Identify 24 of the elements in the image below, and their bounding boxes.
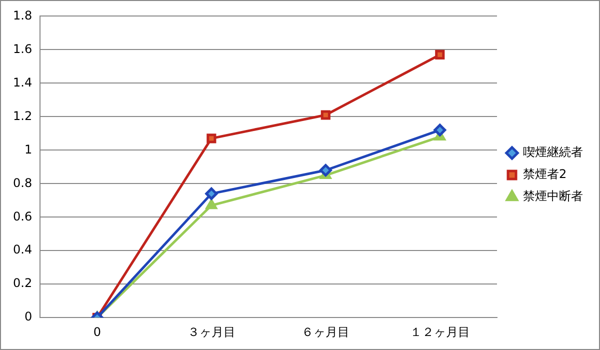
x-tick-label: 0: [93, 324, 102, 339]
y-tick-label: 1: [24, 142, 32, 156]
y-tick-label: 1.2: [12, 108, 32, 123]
y-tick-label: 0.2: [12, 276, 32, 290]
point: [206, 134, 216, 144]
point: [206, 199, 218, 210]
x-tick-label: ６ヶ月目: [302, 324, 350, 339]
legend-label: 禁煙中断者: [523, 189, 583, 204]
x-tick-label: １２ヶ月目: [410, 324, 470, 339]
y-tick-label: 0: [24, 310, 32, 324]
legend-label: 禁煙者2: [523, 167, 567, 182]
point: [435, 50, 445, 60]
y-tick-label: 1.8: [12, 8, 32, 22]
point: [434, 124, 446, 136]
point: [205, 187, 218, 200]
y-tick-label: 1.4: [12, 75, 32, 90]
y-tick-label: 0.6: [12, 209, 32, 224]
y-tick-label: 1.6: [12, 42, 32, 56]
point: [320, 110, 330, 120]
x-tick-label: ３ヶ月目: [187, 324, 236, 339]
y-tick-label: 0.4: [12, 242, 32, 257]
y-tick-label: 0.8: [12, 176, 32, 190]
legend-label: 喫煙継続者: [523, 145, 583, 160]
point: [319, 164, 332, 176]
